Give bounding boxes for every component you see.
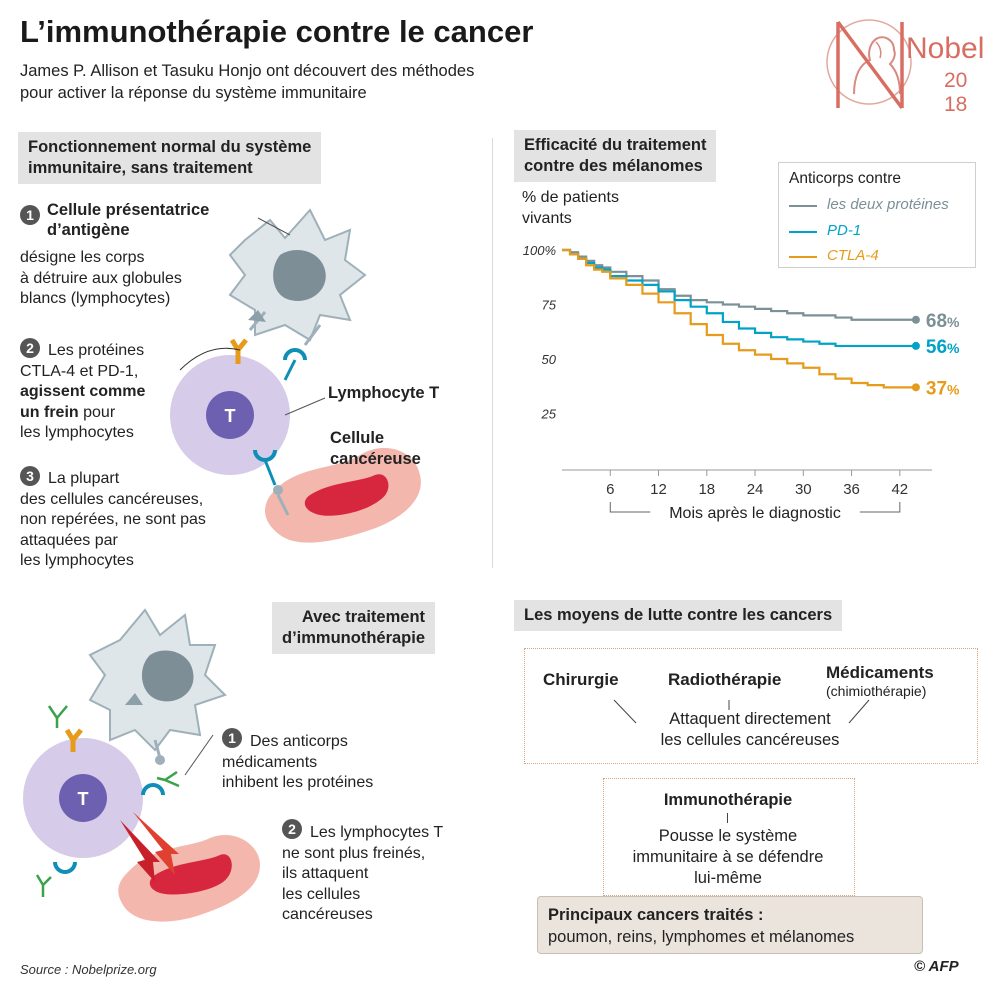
means-connectors (613, 699, 870, 724)
chart-legend: Anticorps contre les deux protéines PD-1… (778, 162, 976, 268)
series-line-2 (562, 248, 916, 389)
attack-arrow (120, 820, 160, 882)
legend-swatch-ctla4 (789, 256, 817, 258)
nobel-year-top: 20 (944, 69, 967, 92)
legend-label-ctla4: CTLA-4 (827, 247, 879, 264)
normal-step1-desc: désigne les corps à détruire aux globule… (20, 249, 182, 307)
legend-swatch-pd1 (789, 231, 817, 233)
legend-swatch-both (789, 205, 817, 207)
series-end-dot-1 (911, 341, 920, 350)
series-line-0 (562, 248, 916, 321)
x-axis-label: Mois après le diagnostic (669, 505, 841, 522)
y-tick-label: 100% (523, 243, 556, 258)
series-end-label-2: 37% (926, 378, 960, 399)
immuno-box (603, 778, 855, 896)
normal-heading: Fonctionnement normal du système immunit… (18, 132, 322, 184)
legend-title: Anticorps contre (789, 170, 901, 187)
afp-credit: © AFP (914, 958, 959, 975)
subtitle-line-1: James P. Allison et Tasuku Honjo ont déc… (20, 62, 475, 80)
xlabel-bracket-right (859, 502, 901, 513)
x-tick-label: 6 (606, 481, 614, 498)
tcell-letter: T (225, 406, 236, 426)
survival-chart: 100% 75 50 25 6 12 18 24 30 36 42 Mois après le dia… (523, 243, 960, 522)
x-tick-label: 18 (698, 481, 715, 498)
immuno-title: Immunothérapie (663, 791, 793, 809)
cancer-cell-label: Cellule cancéreuse (330, 429, 421, 468)
means-heading: Les moyens de lutte contre les cancers (514, 600, 843, 631)
xlabel-bracket-left (609, 502, 651, 513)
series-end-unit-2: % (947, 381, 960, 397)
subtitle-line-2: pour activer la réponse du système immun… (20, 84, 367, 102)
y-tick-label: 75 (542, 298, 557, 313)
normal-illustration: T (160, 200, 460, 560)
principal-list: poumon, reins, lymphomes et mélanomes (548, 928, 855, 946)
series-end-unit-0: % (947, 314, 960, 330)
radiotherapie-label: Radiothérapie (668, 670, 782, 689)
nobel-logo: Nobel 20 18 (824, 14, 984, 116)
treated-step1-num: 1 (222, 728, 242, 748)
series-end-label-1: 56% (926, 337, 960, 358)
nobel-year-bottom: 18 (944, 93, 967, 114)
chart-heading: Efficacité du traitement contre des méla… (514, 130, 717, 182)
chart-ylabel: % de patients vivants (522, 189, 619, 227)
legend-label-pd1: PD-1 (827, 222, 862, 239)
normal-step2-text: Les protéines CTLA-4 et PD-1, agissent c… (20, 342, 146, 441)
x-tick-label: 12 (650, 481, 667, 498)
lymphocyte-label: Lymphocyte T (328, 384, 440, 402)
x-tick-label: 30 (795, 481, 812, 498)
immuno-connector (727, 813, 728, 823)
nobel-word: Nobel (906, 32, 984, 65)
series-end-label-0: 68% (926, 311, 960, 332)
chirurgie-label: Chirurgie (543, 670, 619, 689)
x-tick-label: 42 (891, 481, 908, 498)
principal-title: Principaux cancers traités : (548, 906, 764, 924)
normal-step2-num: 2 (20, 338, 40, 358)
normal-step1-title: Cellule présentatrice d’antigène (47, 201, 210, 239)
treated-step1-text: Des anticorps médicaments inhibent les p… (222, 733, 374, 791)
immuno-desc: Pousse le système immunitaire à se défen… (632, 827, 824, 887)
treated-step2-num: 2 (282, 819, 302, 839)
legend-label-both: les deux protéines (827, 196, 949, 213)
means-box (524, 648, 978, 764)
normal-step1-num: 1 (20, 205, 40, 225)
vertical-divider (492, 138, 493, 568)
treated-step2-text: Les lymphocytes T ne sont plus freinés, … (282, 824, 444, 923)
treated-illustration: T (15, 600, 275, 930)
y-tick-label: 25 (541, 407, 557, 422)
series-end-dot-0 (911, 315, 920, 324)
tcell-treated-letter: T (78, 789, 89, 809)
x-tick-label: 36 (843, 481, 860, 498)
series-line-1 (562, 248, 916, 348)
normal-step3-num: 3 (20, 466, 40, 486)
page-title: L’immunothérapie contre le cancer (20, 14, 534, 49)
medicaments-label: Médicaments (826, 663, 934, 682)
series-end-dot-2 (911, 383, 920, 392)
normal-step3-text: La plupart des cellules cancéreuses, non… (20, 470, 206, 569)
source-text: Source : Nobelprize.org (20, 962, 157, 977)
chimio-label: (chimiothérapie) (826, 683, 927, 699)
treated-heading: Avec traitement d’immunothérapie (272, 602, 436, 654)
attack-text: Attaquent directement les cellules cancé… (660, 710, 840, 749)
x-tick-label: 24 (747, 481, 764, 498)
y-tick-label: 50 (542, 352, 557, 367)
series-end-unit-1: % (947, 340, 960, 356)
principal-box: Principaux cancers traités : poumon, rei… (537, 896, 923, 954)
